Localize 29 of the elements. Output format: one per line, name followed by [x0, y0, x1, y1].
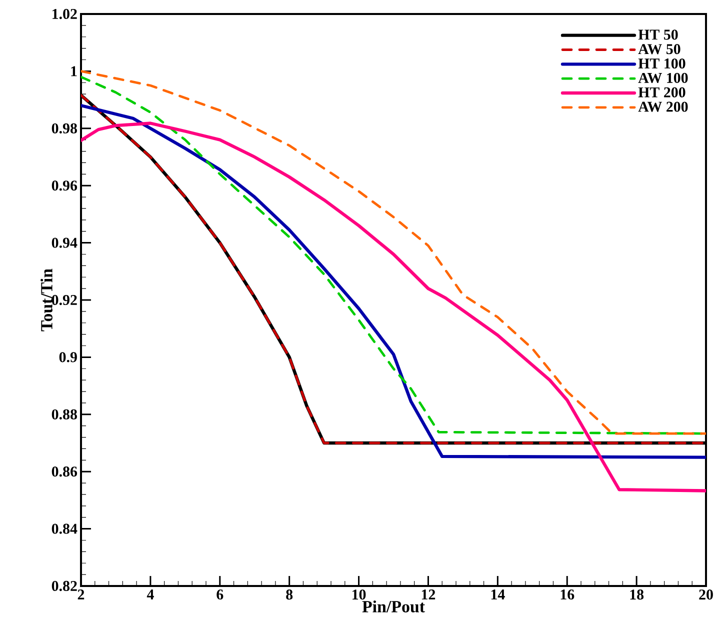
legend-label: HT 200 [638, 87, 686, 98]
y-tick-label: 0.82 [52, 580, 77, 592]
legend-label: AW 200 [638, 102, 688, 112]
x-tick-label: 8 [286, 590, 293, 600]
x-tick-label: 10 [352, 590, 366, 600]
y-axis-title: Tout/Tin [40, 268, 52, 332]
y-tick-label: 0.88 [52, 409, 77, 420]
legend-label: AW 50 [638, 44, 680, 54]
x-tick-label: 4 [146, 590, 154, 600]
y-tick-label: 0.98 [52, 123, 77, 134]
y-tick-label: 0.86 [52, 466, 78, 477]
x-tick-label: 16 [560, 590, 574, 600]
y-tick-label: 0.92 [52, 294, 77, 306]
x-tick-label: 20 [699, 590, 713, 600]
legend-label: HT 100 [638, 58, 686, 69]
x-tick-label: 12 [422, 590, 436, 600]
x-axis-title: Pin/Pout [362, 600, 425, 612]
legend-label: AW 100 [638, 72, 688, 84]
y-tick-label: 0.94 [52, 238, 78, 248]
y-tick-label: 1 [71, 66, 77, 76]
y-tick-label: 0.9 [59, 352, 77, 362]
x-tick-label: 14 [491, 590, 505, 600]
y-tick-label: 1.02 [52, 8, 77, 20]
legend-label: HT 50 [638, 30, 678, 40]
x-tick-label: 2 [78, 590, 84, 600]
y-tick-label: 0.96 [52, 180, 78, 191]
x-tick-label: 18 [630, 590, 644, 600]
y-tick-label: 0.84 [52, 524, 78, 534]
x-tick-label: 6 [216, 590, 224, 600]
